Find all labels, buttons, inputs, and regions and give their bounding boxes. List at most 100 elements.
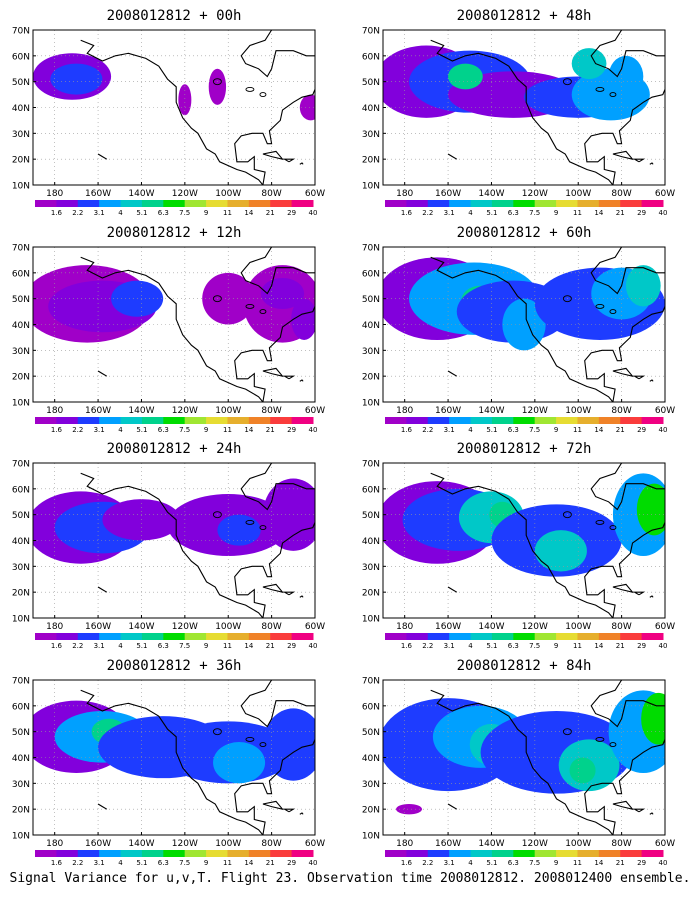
lat-tick-label: 50N — [362, 511, 380, 521]
coastline — [649, 595, 654, 598]
variance-contour — [396, 804, 423, 815]
colorbar-swatch — [513, 417, 536, 424]
colorbar-swatch — [141, 200, 164, 207]
colorbar-label: 1.6 — [401, 209, 413, 217]
variance-contour — [448, 63, 483, 90]
lake-outline — [259, 92, 267, 98]
colorbar-label: 6.3 — [158, 209, 169, 217]
colorbar-label: 21 — [616, 859, 625, 867]
colorbar-label: 4 — [118, 209, 123, 217]
lon-tick-label: 80W — [261, 839, 281, 849]
coastline — [584, 89, 665, 185]
colorbar-label: 3.1 — [94, 642, 105, 650]
colorbar: 1.6 2.2 3.1 4 5.1 6.3 7.5 9 11 14 21 29 40 — [385, 633, 667, 650]
colorbar-swatch — [35, 200, 57, 207]
lat-tick-label: 70N — [362, 27, 380, 37]
lon-tick-label: 160W — [85, 406, 111, 416]
lon-tick-label: 60W — [655, 406, 675, 416]
lat-tick-label: 30N — [12, 130, 30, 140]
colorbar-swatch — [427, 417, 450, 424]
coastline — [262, 800, 284, 811]
lon-tick-label: 140W — [128, 189, 154, 199]
lat-tick-label: 30N — [362, 347, 380, 357]
lon-tick-label: 60W — [305, 406, 325, 416]
colorbar: 1.6 2.2 3.1 4 5.1 6.3 7.5 9 11 14 21 29 40 — [385, 850, 667, 867]
panel-title: 2008012812 + 72h — [457, 441, 592, 457]
colorbar-label: 11 — [223, 209, 232, 217]
colorbar-swatch — [427, 633, 450, 640]
lat-tick-label: 70N — [12, 244, 30, 254]
lon-tick-label: 140W — [478, 189, 504, 199]
variance-contour — [262, 708, 315, 781]
coastline — [649, 812, 654, 815]
variance-contour — [291, 298, 315, 340]
variance-field — [33, 680, 315, 835]
colorbar-label: 6.3 — [158, 642, 169, 650]
colorbar-swatch — [449, 200, 472, 207]
colorbar-swatch — [470, 417, 493, 424]
colorbar-swatch — [99, 200, 122, 207]
colorbar-label: 21 — [616, 642, 625, 650]
coastline — [80, 39, 264, 185]
variance-contour — [625, 265, 661, 307]
coastline — [612, 150, 634, 161]
colorbar-label: 7.5 — [179, 426, 190, 434]
colorbar-label: 5.1 — [136, 642, 147, 650]
colorbar-swatch — [556, 417, 578, 424]
colorbar: 1.6 2.2 3.1 4 5.1 6.3 7.5 9 11 14 21 29 40 — [35, 850, 317, 867]
colorbar-swatch — [248, 200, 271, 207]
map-panel: 2008012812 + 48h 70N 60N 50N 40N 30N 20N 10N 180… — [362, 8, 675, 217]
colorbar-swatch — [620, 850, 643, 857]
lat-tick-label: 40N — [362, 104, 380, 114]
coastline — [590, 463, 665, 511]
variance-field — [383, 247, 665, 402]
colorbar-label: 3.1 — [444, 642, 455, 650]
lat-tick-label: 70N — [362, 677, 380, 687]
colorbar-label: 14 — [594, 209, 603, 217]
colorbar-label: 29 — [287, 642, 296, 650]
coastline — [632, 808, 646, 813]
colorbar-swatch — [184, 200, 207, 207]
colorbar-swatch — [513, 850, 536, 857]
colorbar-label: 9 — [554, 642, 558, 650]
colorbar-label: 9 — [554, 426, 558, 434]
lon-tick-label: 120W — [522, 189, 548, 199]
colorbar-swatch — [491, 850, 514, 857]
colorbar-label: 29 — [637, 209, 646, 217]
colorbar-swatch — [620, 200, 643, 207]
colorbar-label: 7.5 — [179, 859, 190, 867]
lake-outline — [212, 78, 222, 86]
coastline — [97, 586, 108, 593]
lat-tick-label: 10N — [362, 832, 380, 842]
colorbar-label: 29 — [287, 426, 296, 434]
coastline — [240, 463, 315, 511]
variance-field — [383, 680, 665, 835]
colorbar-swatch — [206, 633, 228, 640]
colorbar-swatch — [449, 850, 472, 857]
coastline — [299, 379, 304, 382]
coastline — [234, 89, 315, 185]
map-panel: 2008012812 + 12h 70N 60N 50N 40N 30N 20N 10N 180… — [12, 225, 325, 434]
lon-tick-label: 140W — [478, 839, 504, 849]
colorbar-label: 5.1 — [486, 426, 497, 434]
colorbar-swatch — [641, 850, 664, 857]
lat-tick-label: 60N — [362, 485, 380, 495]
lon-tick-label: 60W — [655, 622, 675, 632]
coastline — [234, 522, 315, 618]
coastline — [80, 689, 264, 835]
colorbar-label: 40 — [659, 642, 668, 650]
variance-contour — [641, 692, 665, 745]
lake-outline — [212, 511, 222, 519]
map-panel: 2008012812 + 72h 70N 60N 50N 40N 30N 20N 10N 180… — [362, 441, 675, 650]
colorbar-label: 9 — [204, 426, 208, 434]
lon-tick-label: 60W — [305, 189, 325, 199]
coastline — [590, 247, 665, 295]
lon-tick-label: 60W — [655, 189, 675, 199]
variance-contour — [50, 63, 103, 95]
panel-title: 2008012812 + 84h — [457, 658, 592, 674]
lon-tick-label: 60W — [655, 839, 675, 849]
lon-tick-label: 60W — [305, 622, 325, 632]
lake-outline — [595, 303, 605, 309]
colorbar-swatch — [184, 417, 207, 424]
colorbar-label: 14 — [244, 209, 253, 217]
